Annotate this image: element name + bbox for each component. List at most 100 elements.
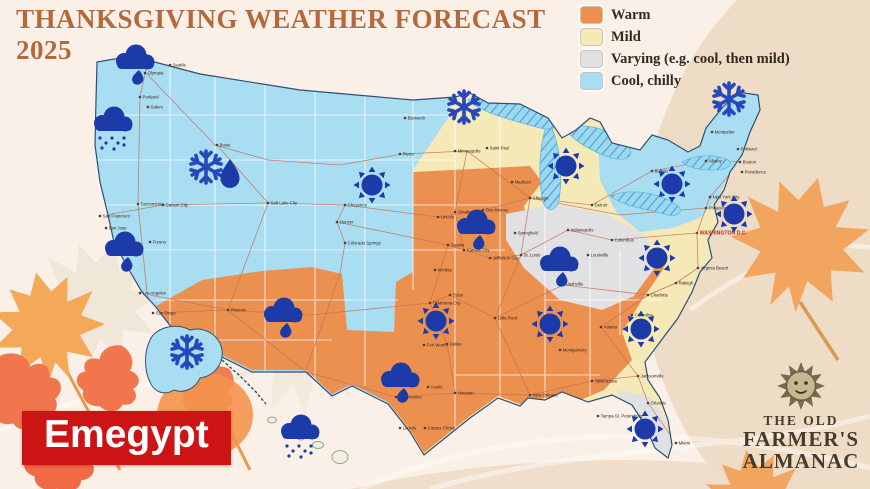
city-dot — [599, 325, 603, 329]
great-lakes — [467, 96, 731, 216]
city-label: Portland — [143, 95, 160, 100]
region-varying-midwest — [506, 204, 656, 310]
legend-item-label: Warm — [611, 6, 651, 23]
city-label: Columbus — [615, 238, 634, 243]
city-label: Little Rock — [498, 316, 519, 321]
city-label: Jacksonville — [641, 374, 665, 379]
city-dot — [519, 253, 523, 257]
logo-line-3: ALMANAC — [742, 449, 860, 474]
city-label: WASHINGTON D.C. — [700, 231, 748, 237]
city-label: Saint Paul — [490, 146, 510, 151]
city-label: Tampa-St. Petersburg — [601, 414, 643, 419]
city-dot — [610, 238, 614, 242]
city-label: Kansas City — [467, 248, 491, 253]
city-dot — [138, 95, 142, 99]
city-dot — [148, 240, 152, 244]
city-dot — [704, 159, 708, 163]
city-dot — [590, 203, 594, 207]
city-label: Atlanta — [604, 325, 618, 330]
city-dot — [453, 149, 457, 153]
city-dot — [566, 228, 570, 232]
city-dot — [161, 203, 165, 207]
city-dot — [708, 195, 712, 199]
leaf-stem — [798, 301, 840, 361]
us-outline — [94, 55, 761, 460]
city-label: Dallas — [450, 342, 462, 347]
city-dot — [98, 214, 102, 218]
city-label: Boise — [220, 143, 231, 148]
logo-line-1: THE OLD — [763, 413, 839, 428]
city-label: Corpus Christi — [428, 426, 455, 431]
city-dot — [343, 241, 347, 245]
city-label: New York City — [713, 195, 741, 200]
cloud-rain-icon — [281, 415, 320, 459]
city-dot — [266, 201, 270, 205]
city-dot — [462, 248, 466, 252]
city-dot — [485, 146, 489, 150]
city-label: Olympia — [148, 71, 164, 76]
sun-face-icon — [777, 362, 825, 410]
city-dot — [423, 426, 427, 430]
legend-swatch — [580, 72, 603, 90]
city-dot — [586, 253, 590, 257]
city-label: Raleigh — [679, 281, 694, 286]
city-dot — [426, 385, 430, 389]
city-label: Salem — [151, 105, 164, 110]
city-label: Denver — [340, 220, 354, 225]
city-dot — [445, 342, 449, 346]
city-label: Columbia — [635, 313, 654, 318]
city-dot — [398, 426, 402, 430]
city-label: Bismarck — [408, 116, 427, 121]
city-label: Louisville — [591, 253, 609, 258]
city-dot — [394, 395, 398, 399]
city-label: San Jose — [109, 226, 128, 231]
city-dot — [674, 281, 678, 285]
city-label: New Orleans — [533, 393, 558, 398]
city-label: Des Moines — [486, 208, 509, 213]
city-label: Salt Lake City — [271, 201, 298, 206]
city-dot — [136, 202, 140, 206]
city-label: San Antonio — [399, 395, 423, 400]
city-dot — [590, 379, 594, 383]
city-dot — [215, 143, 219, 147]
city-label: Albany — [709, 159, 723, 164]
city-label: Austin — [431, 385, 444, 390]
city-dot — [146, 105, 150, 109]
city-dot — [398, 152, 402, 156]
watermark-badge: Emegypt — [22, 411, 231, 465]
city-label: Orlando — [651, 401, 667, 406]
city-label: Portland — [741, 147, 758, 152]
city-dot — [736, 147, 740, 151]
alaska — [145, 325, 267, 405]
city-label: Detroit — [595, 203, 608, 208]
city-label: Oklahoma City — [433, 301, 462, 306]
city-label: San Diego — [156, 311, 177, 316]
city-dot — [558, 348, 562, 352]
city-dot — [481, 208, 485, 212]
city-label: Pierre — [403, 152, 415, 157]
city-dot — [446, 243, 450, 247]
city-label: Madison — [515, 180, 532, 185]
city-label: Topeka — [451, 243, 465, 248]
city-label: St. Louis — [524, 253, 541, 258]
city-dot — [646, 293, 650, 297]
city-label: Wichita — [438, 268, 453, 273]
city-label: Omaha — [458, 210, 473, 215]
legend-item-label: Cool, chilly — [611, 72, 682, 89]
city-labels: Seattle Olympia Portland Salem Boise Salt Lak… — [98, 63, 767, 446]
city-dot — [674, 441, 678, 445]
city-dot — [650, 169, 654, 173]
region-cool-panhandle — [345, 276, 393, 330]
city-label: Indianapolis — [571, 228, 594, 233]
city-dot — [646, 401, 650, 405]
city-dot — [436, 215, 440, 219]
city-label: Buffalo — [655, 169, 669, 174]
page-title: THANKSGIVING WEATHER FORECAST 2025 — [16, 4, 546, 65]
city-dot — [493, 316, 497, 320]
city-label: Fort Worth — [427, 343, 448, 348]
city-dot — [428, 301, 432, 305]
city-label: Tulsa — [453, 293, 464, 298]
city-label: Charlotte — [651, 293, 669, 298]
city-label: Miami — [679, 441, 691, 446]
city-label: Phoenix — [231, 308, 247, 313]
